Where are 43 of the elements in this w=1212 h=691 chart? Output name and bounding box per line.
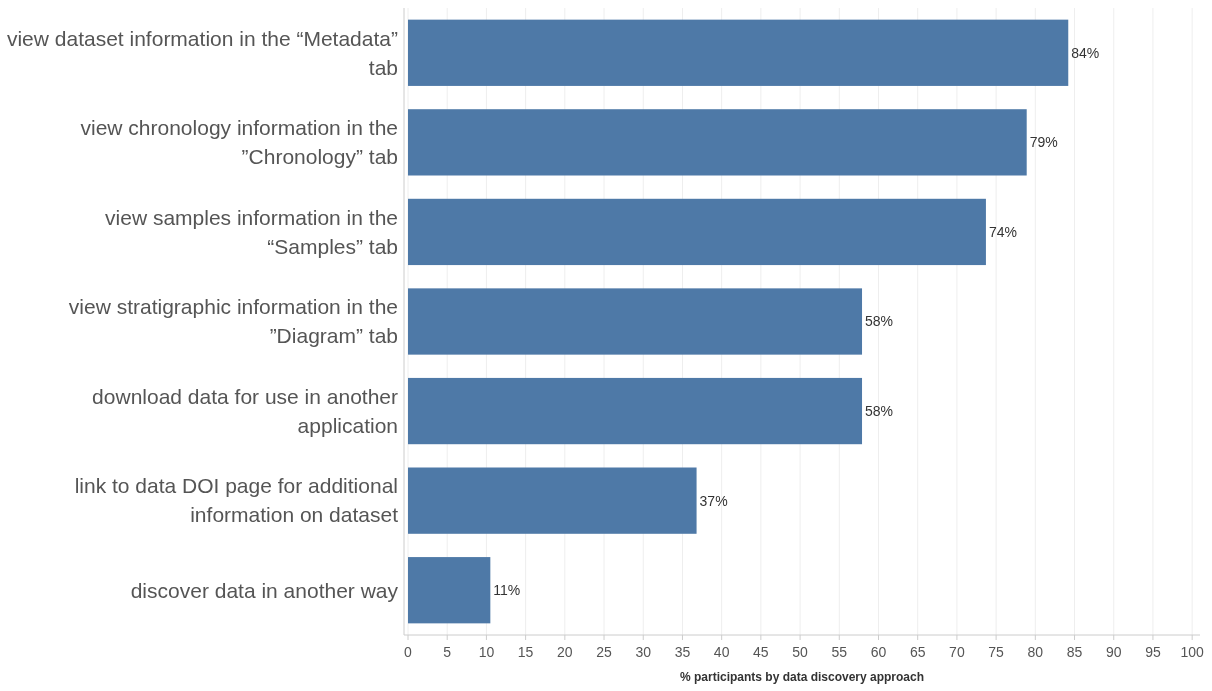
x-tick-label: 65	[909, 644, 926, 660]
x-tick-label: 85	[1066, 644, 1083, 660]
data-label: 74%	[988, 223, 1017, 240]
x-tick-label: 10	[478, 644, 495, 660]
y-tick-label: view samples information in the “Samples” tab	[105, 205, 398, 258]
bar	[408, 377, 863, 445]
x-tick-label: 5	[443, 644, 452, 660]
x-tick-label: 95	[1145, 644, 1161, 660]
x-tick-label: 70	[949, 644, 965, 660]
x-tick-label: 15	[517, 644, 534, 660]
bar	[408, 109, 1027, 176]
y-tick-label: discover data in another way	[130, 578, 399, 602]
x-tick-label: 100	[1180, 644, 1205, 660]
data-label: 79%	[1029, 134, 1058, 151]
x-tick-label: 55	[831, 644, 848, 660]
x-axis-title: % participants by data discovery approach	[679, 670, 925, 684]
x-tick-label: 0	[404, 644, 413, 660]
bar	[408, 467, 697, 534]
data-label: 58%	[865, 313, 894, 330]
bar	[408, 198, 986, 266]
x-tick-label: 30	[635, 644, 652, 660]
data-label: 84%	[1071, 44, 1100, 61]
x-tick-label: 50	[792, 644, 809, 660]
x-tick-label: 20	[557, 644, 573, 660]
data-label: 11%	[493, 582, 521, 599]
x-tick-label: 60	[870, 644, 887, 660]
y-tick-label: view chronology information in the ”Chronology” tab	[80, 116, 398, 169]
x-tick-label: 40	[713, 644, 730, 660]
y-tick-label: download data for use in another application	[92, 384, 398, 437]
data-label: 58%	[865, 402, 894, 419]
x-tick-label: 25	[596, 644, 613, 660]
y-tick-label: view dataset information in the “Metadata” tab	[6, 26, 398, 79]
x-tick-label: 80	[1027, 644, 1044, 660]
bar	[408, 557, 491, 624]
x-tick-label: 35	[674, 644, 691, 660]
data-label: 37%	[699, 492, 728, 509]
y-tick-label: view stratigraphic information in the ”Diagram” tab	[68, 295, 398, 348]
x-tick-label: 45	[753, 644, 769, 660]
x-tick-label: 75	[988, 644, 1005, 660]
y-tick-label: link to data DOI page for additional information on dataset	[74, 474, 399, 527]
x-tick-label: 90	[1105, 644, 1122, 660]
bar	[408, 19, 1069, 86]
bar	[408, 288, 863, 355]
